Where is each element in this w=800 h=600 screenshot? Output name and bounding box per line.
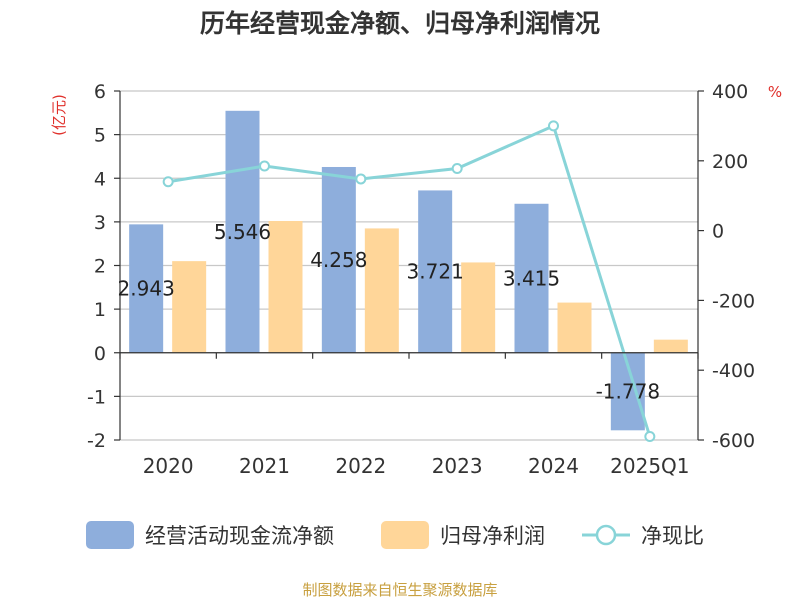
right-axis-tick-label: 200 <box>712 151 748 173</box>
ratio-point <box>644 431 656 443</box>
bar-net-profit <box>364 228 399 353</box>
data-label-cashflow: 5.546 <box>214 220 271 244</box>
bar-net-profit <box>653 339 688 353</box>
category-label: 2021 <box>239 454 290 478</box>
left-axis-tick-label: 0 <box>94 343 106 365</box>
bar-net-profit <box>557 302 592 353</box>
legend-label-cashflow: 经营活动现金流净额 <box>145 524 334 548</box>
left-axis-tick-label: 6 <box>94 81 106 103</box>
chart-title: 历年经营现金净额、归母净利润情况 <box>200 9 600 38</box>
right-axis-tick-label: 0 <box>712 221 724 243</box>
data-label-cashflow: -1.778 <box>596 380 660 404</box>
ratio-point <box>548 120 559 132</box>
legend-swatch-cashflow <box>86 521 134 549</box>
ratio-point <box>162 176 174 188</box>
data-labels: 2.943 5.546 4.258 3.721 3.415 -1.778 <box>118 220 661 404</box>
bar-net-profit <box>172 261 207 353</box>
right-axis-tick-label: -200 <box>712 290 755 312</box>
ratio-line-path <box>167 123 652 437</box>
data-label-cashflow: 4.258 <box>310 248 367 272</box>
left-axis-tick-label: -1 <box>87 386 106 408</box>
bar-cashflow <box>225 110 260 353</box>
ratio-line <box>162 120 656 443</box>
bar-cashflow <box>321 166 356 353</box>
left-axis-tick-label: 1 <box>94 299 106 321</box>
category-label: 2022 <box>335 454 386 478</box>
ratio-point <box>451 162 463 174</box>
bar-net-profit <box>461 262 496 353</box>
legend-label-ratio: 净现比 <box>641 524 704 548</box>
bar-net-profit <box>268 221 303 353</box>
category-label: 2020 <box>143 454 194 478</box>
left-axis-tick-label: 3 <box>94 212 106 234</box>
ratio-point <box>259 160 270 172</box>
ratio-point <box>355 173 367 185</box>
legend-swatch-net-profit <box>381 521 429 549</box>
left-axis-tick-label: 5 <box>94 125 106 147</box>
data-label-cashflow: 2.943 <box>118 277 175 301</box>
left-axis-tick-label: -2 <box>87 430 106 452</box>
left-axis-unit: (亿元) <box>50 94 68 136</box>
source-note: 制图数据来自恒生聚源数据库 <box>302 581 497 599</box>
category-label: 2023 <box>432 454 483 478</box>
data-label-cashflow: 3.721 <box>407 260 464 284</box>
axes: 6 5 4 3 2 1 0 -1 -2 400 200 0 -200 -400 -600 2020 2021 20… <box>87 81 755 478</box>
legend-label-net-profit: 归母净利润 <box>440 524 545 548</box>
left-axis-tick-label: 4 <box>94 168 106 190</box>
right-axis-tick-label: -400 <box>712 360 755 382</box>
data-label-cashflow: 3.415 <box>503 266 560 290</box>
category-label: 2024 <box>528 454 579 478</box>
bar-cashflow <box>418 190 453 353</box>
right-axis-tick-label: 400 <box>712 81 748 103</box>
right-axis-tick-label: -600 <box>712 430 755 452</box>
bar-cashflow <box>514 203 549 353</box>
bar-cashflow <box>129 224 164 353</box>
left-axis-tick-label: 2 <box>94 256 106 278</box>
right-axis-unit: % <box>768 83 782 101</box>
legend-marker-ratio <box>595 524 617 546</box>
bars <box>129 110 688 431</box>
category-label: 2025Q1 <box>610 454 689 478</box>
legend: 经营活动现金流净额 归母净利润 净现比 <box>86 521 704 549</box>
